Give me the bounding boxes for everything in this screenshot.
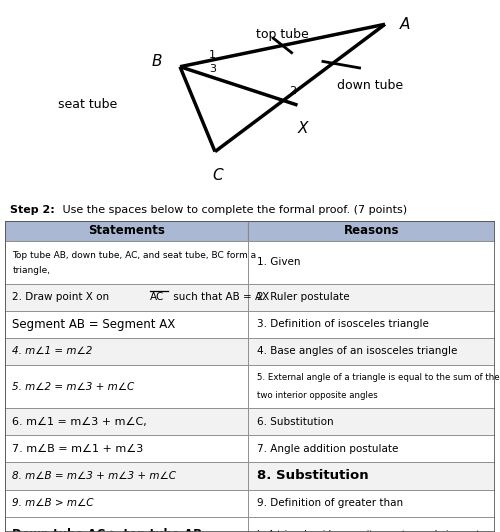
Bar xyxy=(248,517,495,532)
Text: Step 2:: Step 2: xyxy=(10,205,54,215)
Bar xyxy=(248,435,495,462)
Text: 3. Definition of isosceles triangle: 3. Definition of isosceles triangle xyxy=(258,319,429,329)
Text: 8. m∠B = m∠3 + m∠3 + m∠C: 8. m∠B = m∠3 + m∠3 + m∠C xyxy=(12,471,176,481)
Bar xyxy=(248,462,495,489)
Bar xyxy=(248,311,495,338)
Text: Reasons: Reasons xyxy=(344,224,399,237)
Text: 6. m∠1 = m∠3 + m∠C,: 6. m∠1 = m∠3 + m∠C, xyxy=(12,417,147,427)
Bar xyxy=(5,311,248,338)
Text: 9. Definition of greater than: 9. Definition of greater than xyxy=(258,498,404,508)
Text: Top tube AB, down tube, AC, and seat tube, BC form a: Top tube AB, down tube, AC, and seat tub… xyxy=(12,251,256,260)
Text: 3: 3 xyxy=(209,64,216,74)
Text: In A triangle, side opposite greater angle is greater: In A triangle, side opposite greater ang… xyxy=(258,530,490,532)
Text: 1: 1 xyxy=(209,49,216,60)
Bar xyxy=(5,435,248,462)
Bar xyxy=(5,240,248,284)
Text: two interior opposite angles: two interior opposite angles xyxy=(258,390,378,400)
Text: 2. Draw point X on: 2. Draw point X on xyxy=(12,292,112,302)
Text: top tube: top tube xyxy=(256,28,309,41)
Text: 9. m∠B > m∠C: 9. m∠B > m∠C xyxy=(12,498,94,508)
Bar xyxy=(5,365,248,408)
Bar xyxy=(5,517,248,532)
Bar xyxy=(248,365,495,408)
Bar xyxy=(248,221,495,240)
Bar xyxy=(5,338,248,365)
Bar xyxy=(5,462,248,489)
Text: Down tube AC > top tube AB: Down tube AC > top tube AB xyxy=(12,528,202,532)
Bar xyxy=(5,489,248,517)
Text: 7. Angle addition postulate: 7. Angle addition postulate xyxy=(258,444,398,454)
Text: down tube: down tube xyxy=(337,79,403,93)
Text: 5. m∠2 = m∠3 + m∠C: 5. m∠2 = m∠3 + m∠C xyxy=(12,381,134,392)
Text: 7. m∠B = m∠1 + m∠3: 7. m∠B = m∠1 + m∠3 xyxy=(12,444,143,454)
Bar xyxy=(248,408,495,435)
Text: Use the spaces below to complete the formal proof. (7 points): Use the spaces below to complete the for… xyxy=(60,205,408,215)
Text: Segment AB = Segment AX: Segment AB = Segment AX xyxy=(12,318,175,331)
Text: C: C xyxy=(212,168,223,183)
Text: such that AB = AX: such that AB = AX xyxy=(170,292,270,302)
Bar xyxy=(248,489,495,517)
Bar xyxy=(5,408,248,435)
Text: 4. m∠1 = m∠2: 4. m∠1 = m∠2 xyxy=(12,346,92,356)
Text: seat tube: seat tube xyxy=(58,97,117,111)
Text: 2: 2 xyxy=(289,86,296,96)
Bar xyxy=(248,284,495,311)
Text: A: A xyxy=(400,17,410,32)
Text: 5. External angle of a triangle is equal to the sum of the: 5. External angle of a triangle is equal… xyxy=(258,373,500,383)
Text: X: X xyxy=(297,121,308,136)
Bar xyxy=(5,284,248,311)
Text: 1. Given: 1. Given xyxy=(258,257,301,267)
Text: B: B xyxy=(152,54,162,69)
Text: Statements: Statements xyxy=(88,224,164,237)
Text: 6. Substitution: 6. Substitution xyxy=(258,417,334,427)
Bar xyxy=(5,221,248,240)
Text: 8. Substitution: 8. Substitution xyxy=(258,469,369,483)
Text: 2. Ruler postulate: 2. Ruler postulate xyxy=(258,292,350,302)
Text: AC: AC xyxy=(150,292,164,302)
Text: 4. Base angles of an isosceles triangle: 4. Base angles of an isosceles triangle xyxy=(258,346,458,356)
Bar xyxy=(248,240,495,284)
Bar xyxy=(248,338,495,365)
Text: triangle,: triangle, xyxy=(12,266,51,275)
